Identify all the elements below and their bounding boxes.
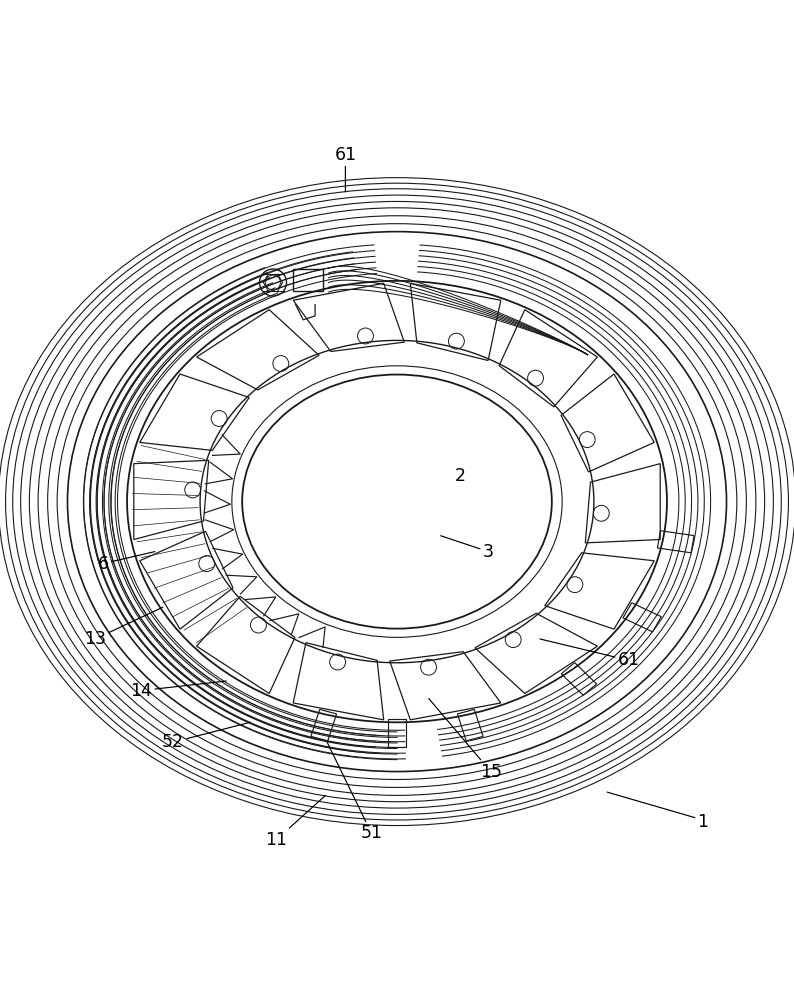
Text: 11: 11 [265,795,326,849]
Text: 13: 13 [84,607,163,648]
Text: 61: 61 [540,639,640,669]
Text: 6: 6 [98,552,155,573]
Text: 14: 14 [130,681,226,700]
Text: 3: 3 [441,536,494,561]
Text: 51: 51 [327,742,383,842]
Text: 52: 52 [162,722,250,751]
Text: 2: 2 [455,467,466,485]
Text: 1: 1 [697,813,708,831]
Text: 61: 61 [334,146,357,192]
Text: 15: 15 [429,698,502,781]
